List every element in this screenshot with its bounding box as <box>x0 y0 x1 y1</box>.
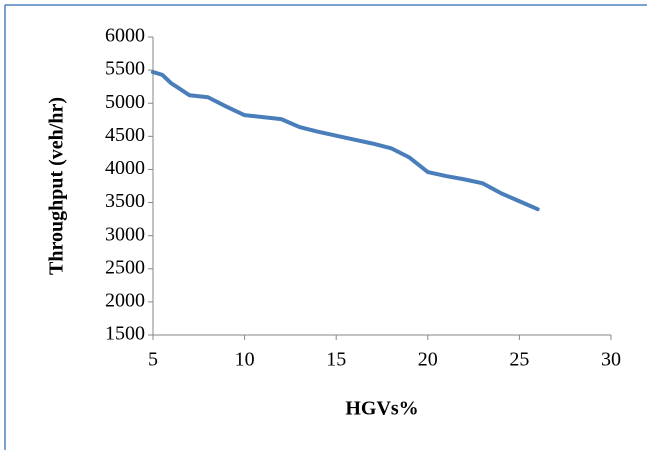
y-tick-label: 2000 <box>105 289 145 311</box>
y-tick-label: 2500 <box>105 256 145 278</box>
y-tick-label: 5500 <box>105 58 145 80</box>
x-axis-label: HGVs% <box>345 398 418 420</box>
x-tick-label: 20 <box>418 349 438 371</box>
x-tick-label: 10 <box>235 349 255 371</box>
y-tick-label: 5000 <box>105 91 145 113</box>
y-tick-label: 6000 <box>105 25 145 47</box>
data-line <box>151 70 540 212</box>
x-tick-label: 25 <box>509 349 529 371</box>
y-tick-label: 4500 <box>105 124 145 146</box>
x-tick-label: 15 <box>326 349 346 371</box>
y-tick-label: 1500 <box>105 323 145 345</box>
y-tick-label: 4000 <box>105 157 145 179</box>
x-tick-label: 30 <box>601 349 621 371</box>
y-tick-label: 3000 <box>105 223 145 245</box>
y-axis-label: Throughput (veh/hr) <box>46 97 68 275</box>
x-tick-label: 5 <box>148 349 158 371</box>
y-tick-label: 3500 <box>105 190 145 212</box>
